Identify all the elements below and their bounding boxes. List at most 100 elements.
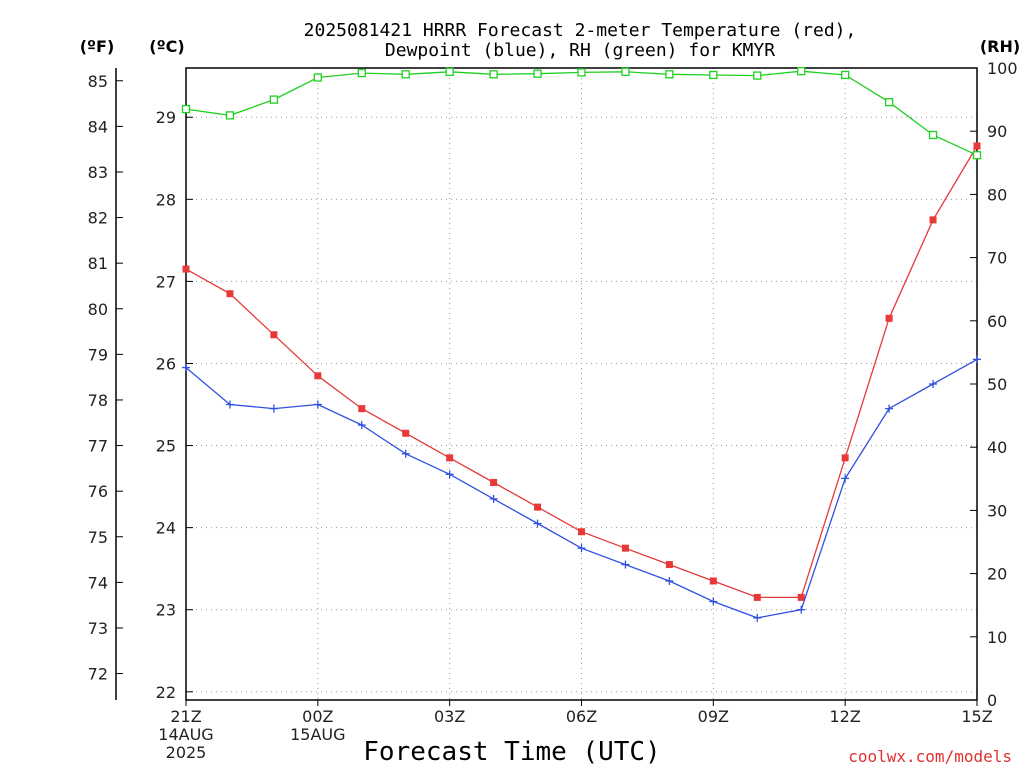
- rh-tick-label: 30: [987, 501, 1007, 520]
- data-point-filled-square: [929, 216, 937, 224]
- data-point-open-square: [577, 68, 586, 77]
- f-tick-label: 84: [88, 117, 108, 136]
- rh-tick-label: 70: [987, 249, 1007, 268]
- data-point-open-square: [401, 70, 410, 79]
- chart-title-line-2: Dewpoint (blue), RH (green) for KMYR: [385, 40, 775, 61]
- data-point-plus: [225, 400, 234, 409]
- x-tick-label: 03Z: [434, 707, 465, 726]
- data-point-open-square: [225, 111, 235, 120]
- c-tick-label: 25: [156, 437, 176, 456]
- data-point-filled-square: [402, 429, 410, 437]
- rh-tick-label: 100: [987, 59, 1018, 78]
- f-tick-label: 83: [88, 163, 108, 182]
- data-point-filled-square: [270, 331, 278, 339]
- data-point-filled-square: [446, 454, 454, 462]
- data-point-filled-square: [841, 454, 849, 462]
- grid-layer: [186, 68, 977, 700]
- data-point-plus: [182, 363, 190, 372]
- rh-unit-label: (RH): [980, 37, 1020, 56]
- data-point-open-square: [269, 95, 279, 104]
- f-tick-label: 78: [88, 391, 108, 410]
- data-point-filled-square: [753, 593, 761, 601]
- data-point-plus: [401, 449, 410, 458]
- data-point-filled-square: [709, 577, 717, 585]
- fahrenheit-unit-label: (ºF): [80, 37, 115, 56]
- data-point-open-square: [928, 130, 938, 140]
- data-point-plus: [929, 380, 938, 388]
- data-point-plus: [313, 400, 322, 409]
- rh-tick-label: 10: [987, 628, 1007, 647]
- x-tick-label: 14AUG: [158, 725, 213, 744]
- rh-tick-label: 50: [987, 375, 1007, 394]
- x-tick-label: 00Z: [302, 707, 333, 726]
- data-point-plus: [665, 576, 674, 585]
- data-point-filled-square: [534, 503, 542, 511]
- f-tick-label: 85: [88, 72, 108, 91]
- f-tick-label: 73: [88, 619, 108, 638]
- rh-tick-label: 20: [987, 565, 1007, 584]
- data-point-plus: [841, 474, 850, 483]
- data-point-filled-square: [885, 314, 893, 322]
- chart-title-line-1: 2025081421 HRRR Forecast 2-meter Tempera…: [304, 20, 857, 41]
- data-point-open-square: [753, 71, 762, 80]
- data-point-plus: [577, 544, 586, 553]
- data-point-open-square: [665, 70, 674, 79]
- c-tick-label: 28: [156, 190, 176, 209]
- data-point-plus: [709, 597, 718, 606]
- x-axis-title: Forecast Time (UTC): [363, 737, 660, 767]
- rh-tick-label: 90: [987, 122, 1007, 141]
- c-tick-label: 23: [156, 601, 176, 620]
- f-tick-label: 75: [88, 528, 108, 547]
- data-point-open-square: [972, 151, 982, 160]
- c-tick-label: 27: [156, 272, 176, 291]
- data-point-plus: [621, 560, 630, 569]
- data-point-open-square: [797, 67, 806, 76]
- f-tick-label: 82: [88, 209, 108, 228]
- rh-tick-label: 60: [987, 312, 1007, 331]
- c-tick-label: 29: [156, 108, 176, 127]
- data-point-plus: [533, 519, 542, 528]
- x-tick-label: 09Z: [698, 707, 729, 726]
- data-point-open-square: [313, 73, 322, 82]
- c-tick-label: 22: [156, 683, 176, 702]
- series-layer: [181, 67, 982, 622]
- rh-tick-label: 40: [987, 438, 1007, 457]
- data-point-filled-square: [358, 405, 366, 413]
- data-point-open-square: [841, 70, 850, 80]
- x-tick-label: 2025: [166, 743, 207, 762]
- data-point-open-square: [489, 70, 498, 79]
- rh-tick-label: 80: [987, 185, 1007, 204]
- data-point-plus: [269, 404, 278, 413]
- data-point-open-square: [533, 69, 542, 78]
- data-point-filled-square: [973, 142, 981, 150]
- x-tick-label: 15AUG: [290, 725, 345, 744]
- data-point-filled-square: [665, 561, 673, 569]
- data-point-filled-square: [314, 372, 322, 380]
- data-point-plus: [753, 613, 762, 622]
- data-point-open-square: [709, 70, 718, 80]
- x-tick-label: 15Z: [961, 707, 992, 726]
- data-point-filled-square: [490, 478, 498, 486]
- x-tick-label: 06Z: [566, 707, 597, 726]
- f-tick-label: 79: [88, 345, 108, 364]
- data-point-filled-square: [797, 593, 805, 601]
- data-point-plus: [357, 421, 366, 430]
- f-tick-label: 77: [88, 437, 108, 456]
- c-tick-label: 26: [156, 354, 176, 373]
- f-tick-label: 72: [88, 665, 108, 684]
- f-tick-label: 76: [88, 482, 108, 501]
- data-point-plus: [445, 470, 454, 479]
- data-point-open-square: [181, 104, 191, 114]
- data-point-plus: [973, 355, 981, 364]
- credit-label: coolwx.com/models: [848, 747, 1012, 766]
- data-point-open-square: [621, 67, 630, 76]
- label-layer: 2025081421 HRRR Forecast 2-meter Tempera…: [80, 20, 1020, 767]
- c-tick-label: 24: [156, 519, 176, 538]
- data-point-filled-square: [226, 290, 234, 298]
- x-tick-label: 12Z: [830, 707, 861, 726]
- f-tick-label: 80: [88, 300, 108, 319]
- data-point-filled-square: [578, 528, 585, 536]
- f-tick-label: 81: [88, 254, 108, 273]
